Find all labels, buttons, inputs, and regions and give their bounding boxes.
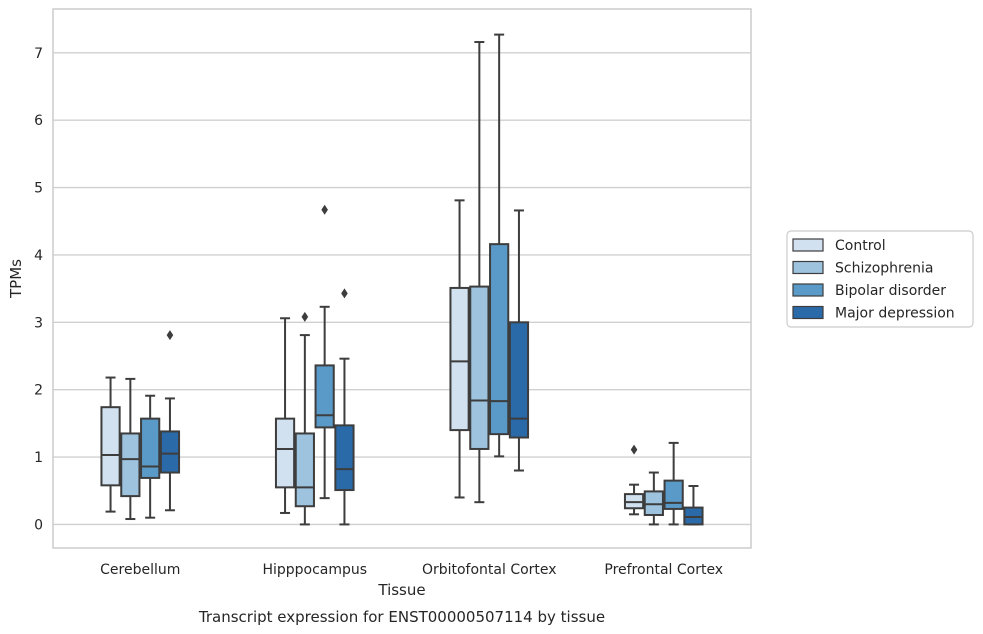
box-group [159,330,181,512]
box-group [643,471,664,526]
box [274,417,296,489]
box-group [334,288,355,526]
y-tick-label: 7 [34,46,43,62]
y-axis-ticks: 0 1 2 3 4 5 6 7 [34,46,43,534]
box [294,432,315,508]
box-group [100,376,121,513]
boxes [100,33,704,526]
y-axis-label: TPMs [7,259,25,299]
x-axis-label: Tissue [377,581,425,599]
box [120,432,141,498]
legend-item: Major depression [792,305,955,322]
chart-caption: Transcript expression for ENST0000050711… [198,608,605,626]
box [140,417,161,479]
box [643,490,664,516]
y-tick-label: 3 [34,315,43,331]
box-group [314,204,335,500]
legend-swatch [792,305,824,320]
x-tick-label: Orbitofontal Cortex [422,562,557,578]
box-group [120,377,141,521]
box-group [683,485,704,526]
box-group [449,199,470,499]
y-tick-label: 6 [34,113,43,129]
box-group [508,209,530,472]
y-tick-label: 0 [34,517,43,533]
box-group [623,444,645,516]
legend-frame [786,230,974,328]
legend-label: Major depression [835,306,955,322]
legend-swatch [792,260,824,275]
box-group [663,441,684,526]
y-tick-label: 4 [34,248,43,264]
outlier-point [341,288,348,299]
x-tick-label: Cerebellum [100,562,180,578]
legend-item: Schizophrenia [792,260,933,277]
legend-label: Control [835,238,886,254]
box-group [489,33,510,458]
box [683,506,704,526]
x-tick-label: Prefrontal Cortex [604,562,723,578]
y-tick-label: 1 [34,450,43,466]
plot-frame [52,8,752,549]
outlier-point [321,204,328,215]
x-axis-ticks: Cerebellum Hipppocampus Orbitofontal Corte… [100,562,723,578]
y-tick-label: 2 [34,383,43,399]
box [334,424,355,492]
y-tick-label: 5 [34,181,43,197]
legend-label: Schizophrenia [835,261,933,277]
box [100,406,121,487]
box [508,321,530,439]
box [449,286,470,432]
outlier-point [630,444,638,455]
box-group [294,311,315,526]
box [314,364,335,429]
box [469,285,490,450]
box [489,243,510,436]
box [663,479,684,510]
box-group [274,317,296,514]
legend-label: Bipolar disorder [835,283,946,299]
box-group [140,394,161,519]
legend-item: Control [792,238,886,254]
box-group [469,41,490,504]
box [159,430,181,474]
outlier-point [166,330,174,341]
legend-swatch [792,238,824,252]
x-tick-label: Hipppocampus [262,562,367,578]
outlier-point [301,311,309,322]
legend-item: Bipolar disorder [792,283,946,299]
legend-swatch [792,283,824,297]
box [623,493,645,510]
legend: Control Schizophrenia Bipolar disorder Majo… [786,230,974,328]
